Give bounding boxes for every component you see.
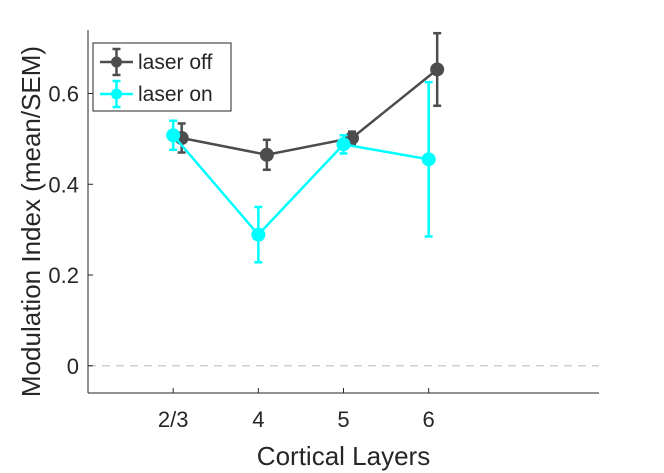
x-tick-label: 2/3 — [158, 407, 189, 432]
series-line — [172, 134, 429, 237]
x-tick-label: 6 — [423, 407, 435, 432]
data-point — [430, 62, 445, 77]
series-laser-off — [174, 31, 445, 172]
legend-swatch-marker — [111, 88, 122, 100]
data-point — [421, 152, 436, 167]
data-point — [336, 137, 351, 152]
data-point — [166, 128, 181, 143]
legend-entry-label: laser off — [138, 51, 212, 74]
x-tick-label: 5 — [337, 407, 349, 432]
data-point — [251, 227, 266, 242]
y-tick-label: 0.2 — [48, 263, 79, 288]
legend: laser off laser on — [92, 42, 232, 112]
legend-entry-label: laser on — [138, 83, 213, 106]
ticks-layer: 0 0.2 0.4 0.6 2/3 4 5 6 — [48, 82, 434, 432]
y-axis-label: Modulation Index (mean/SEM) — [16, 46, 46, 397]
series-line — [181, 68, 438, 157]
x-axis-label: Cortical Layers — [257, 441, 430, 471]
series-laser-on — [166, 80, 436, 264]
series-layer — [166, 31, 445, 264]
legend-swatch-marker — [111, 56, 122, 68]
y-tick-label: 0 — [67, 354, 79, 379]
y-tick-label: 0.4 — [48, 172, 79, 197]
data-point — [259, 147, 274, 162]
x-tick-label: 4 — [252, 407, 264, 432]
y-tick-label: 0.6 — [48, 82, 79, 107]
